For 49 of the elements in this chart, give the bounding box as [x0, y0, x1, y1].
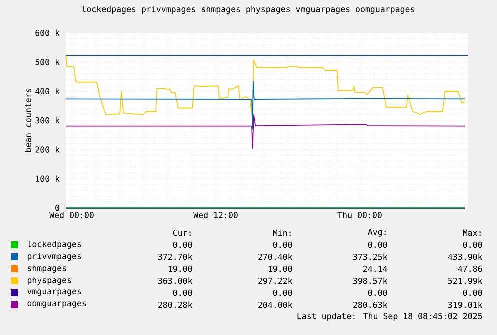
y-tick-label: 500 k	[36, 58, 60, 66]
chart-title: lockedpages privvmpages shmpages physpages vmguarpages oomguarpages	[82, 6, 414, 14]
line-series	[66, 114, 466, 149]
text: 47.86	[458, 266, 482, 272]
y-tick-label: 200 k	[36, 146, 60, 153]
y-tick-label: 100 k	[36, 176, 60, 182]
text: Max:	[463, 230, 481, 236]
x-tick-label: Thu 00:00	[338, 212, 382, 218]
text: 372.70k	[158, 254, 193, 260]
text: 0.00	[368, 290, 388, 296]
x-tick-label: Wed 12:00	[194, 212, 238, 218]
text: Last update: Thu Sep 18 08:45:02 2025	[298, 313, 482, 321]
text: 0.00	[273, 242, 292, 248]
text: 280.63k	[354, 302, 388, 308]
text: 433.90k	[448, 254, 483, 260]
y-tick-label: 600 k	[36, 30, 60, 36]
text: 24.14	[364, 266, 388, 272]
x-tick-label: Wed 00:00	[50, 212, 94, 218]
text: 398.57k	[354, 278, 388, 284]
text: 373.25k	[354, 254, 388, 260]
text: 0.00	[368, 242, 388, 248]
text: 0.00	[173, 242, 192, 248]
text: 0.00	[463, 242, 482, 248]
text: 19.00	[168, 266, 192, 272]
text: 297.22k	[258, 278, 293, 284]
text: 0.00	[463, 290, 482, 296]
text: Cur:	[173, 230, 191, 236]
legend-label: shmpages	[28, 264, 66, 274]
y-tick-label: 300 k	[36, 117, 60, 124]
text: 319.01k	[448, 302, 483, 308]
text: 19.00	[268, 266, 292, 272]
text: 0.00	[273, 290, 292, 296]
legend-label: vmguarpages	[28, 290, 82, 296]
text: 280.28k	[158, 302, 193, 308]
y-axis-title: bean counters	[25, 88, 32, 152]
text: 521.99k	[448, 278, 483, 284]
text: 270.40k	[258, 254, 293, 260]
legend-label: physpages	[28, 276, 72, 286]
legend-label: privvmpages	[28, 252, 82, 262]
legend-label: lockedpages	[28, 240, 82, 250]
text: 204.00k	[258, 302, 293, 308]
text: 0.00	[173, 290, 192, 296]
text: Avg:	[368, 229, 386, 237]
legend-label: oomguarpages	[28, 302, 86, 308]
text: 363.00k	[158, 278, 193, 284]
line-series	[66, 81, 466, 130]
y-tick-label: 0	[56, 204, 60, 212]
text: Min:	[273, 230, 291, 236]
y-tick-label: 400 k	[36, 88, 60, 95]
